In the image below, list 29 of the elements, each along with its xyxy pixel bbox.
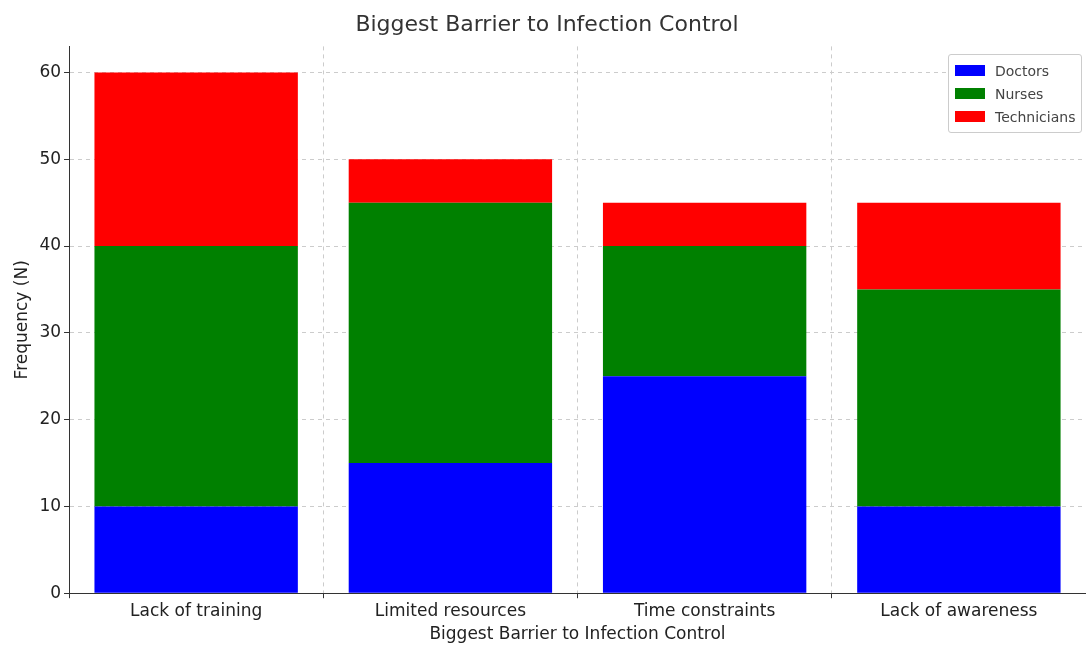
y-tick-label: 60 [39,60,62,81]
bar [348,202,553,464]
x-tick-label: Limited resources [374,599,527,620]
bar [602,376,807,593]
y-tick-label: 0 [50,581,62,602]
x-tick-label: Time constraints [632,599,776,620]
y-tick-label: 20 [39,408,62,429]
bar [94,72,298,247]
x-tick-label: Lack of training [130,599,263,620]
x-tick-label: Lack of awareness [880,599,1038,620]
bar [348,463,553,593]
bar [94,246,298,507]
y-tick-label: 50 [39,147,62,168]
chart-title: Biggest Barrier to Infection Control [355,10,739,36]
bar [348,159,553,203]
legend-label: Doctors [995,62,1050,79]
x-axis-title: Biggest Barrier to Infection Control [429,623,726,644]
bar [857,289,1061,507]
y-tick-label: 10 [39,494,62,515]
legend-label: Technicians [995,108,1076,125]
bar [857,202,1061,290]
bar [602,246,807,377]
y-tick-label: 40 [39,234,62,255]
bar [602,202,807,247]
y-axis-title: Frequency (N) [10,260,31,380]
y-tick-label: 30 [39,321,62,342]
bar [94,506,298,593]
bar [857,506,1061,593]
legend-label: Nurses [995,85,1044,102]
